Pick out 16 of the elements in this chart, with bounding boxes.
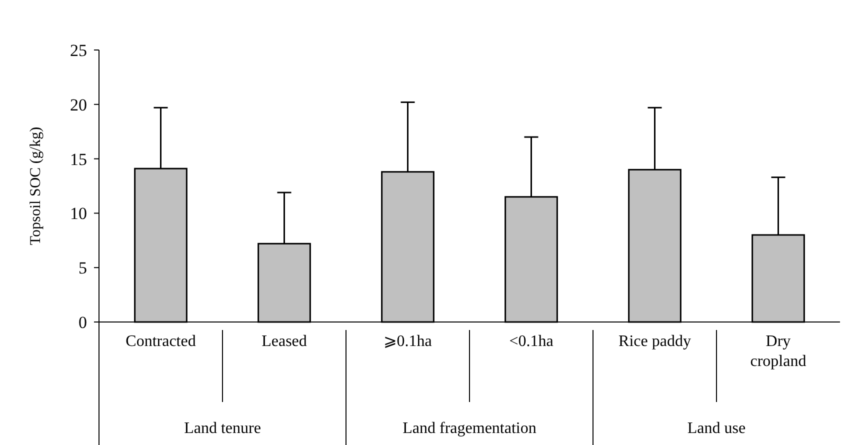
y-tick-label: 10 bbox=[70, 204, 87, 224]
x-tick-label: Rice paddy bbox=[618, 333, 691, 350]
y-tick-label: 15 bbox=[70, 150, 87, 169]
x-tick-label: Leased bbox=[262, 333, 307, 350]
y-axis-title: Topsoil SOC (g/kg) bbox=[28, 126, 44, 246]
x-tick-label: <0.1ha bbox=[509, 333, 554, 350]
y-tick-label: 5 bbox=[78, 258, 87, 278]
y-tick-label: 20 bbox=[70, 95, 87, 114]
text: Land fragementation bbox=[402, 420, 536, 437]
x-tick-label: Dry cropland bbox=[750, 333, 806, 370]
text: Land tenure bbox=[184, 420, 261, 437]
text: Land use bbox=[687, 420, 746, 437]
y-tick-label: 25 bbox=[70, 40, 87, 60]
x-tick-label: Contracted bbox=[126, 333, 196, 350]
y-tick-label: 0 bbox=[78, 312, 87, 332]
x-tick-label: ⩾0.1ha bbox=[384, 333, 432, 350]
